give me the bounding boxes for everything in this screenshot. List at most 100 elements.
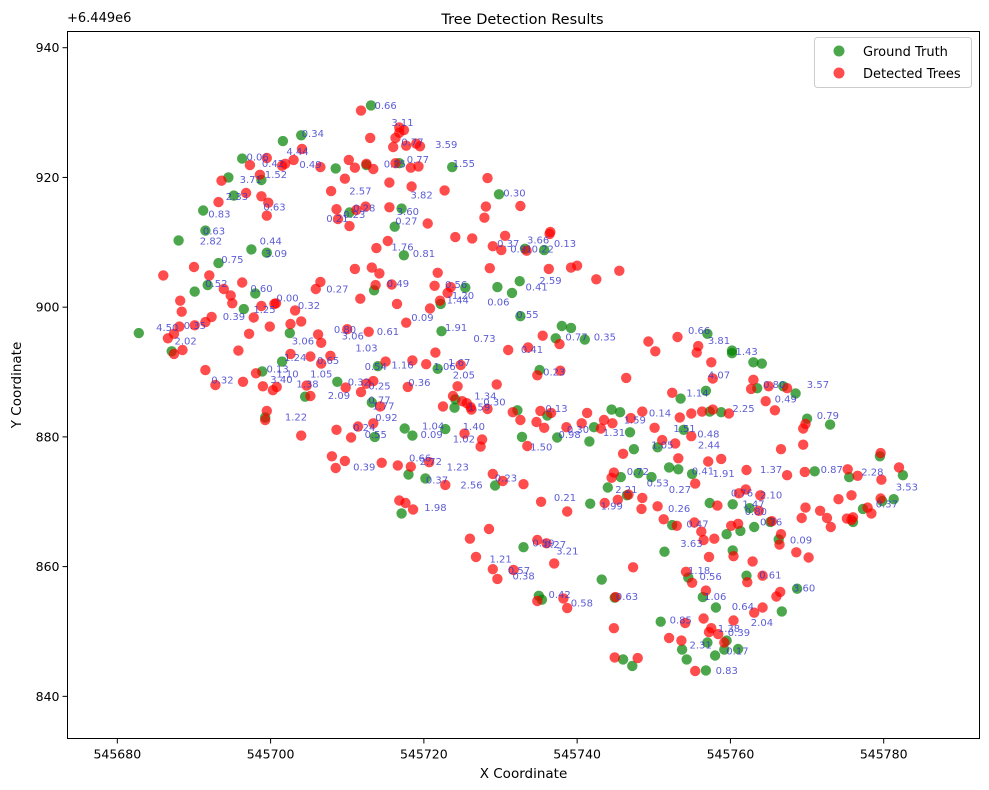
- ground-truth-point: [492, 281, 503, 293]
- ground-truth-point: [202, 279, 213, 291]
- ground-truth-point: [727, 499, 738, 510]
- ground-truth-point: [200, 225, 211, 236]
- detected-trees-point: [696, 406, 708, 417]
- ground-truth-point: [633, 468, 644, 479]
- detected-trees-point: [518, 479, 529, 490]
- detected-trees-point: [450, 231, 461, 243]
- distance-label: 0.66: [409, 453, 431, 464]
- distance-label: 3.82: [411, 191, 433, 202]
- detected-trees-point: [361, 378, 372, 389]
- detected-trees-point: [595, 423, 607, 434]
- ground-truth-point: [710, 602, 722, 613]
- distance-label: 1.59: [624, 416, 646, 427]
- distance-label: 0.80: [763, 380, 785, 391]
- ground-truth-point: [646, 471, 657, 483]
- distance-label: 0.75: [221, 255, 243, 266]
- distance-label: 0.30: [483, 398, 505, 409]
- detected-trees-point: [351, 204, 362, 216]
- detected-trees-point: [233, 345, 244, 356]
- detected-trees-point: [487, 564, 498, 575]
- distance-label: 0.63: [616, 592, 638, 603]
- detected-trees-point: [571, 260, 583, 271]
- detected-trees-point: [492, 573, 503, 585]
- detected-trees-point: [698, 534, 709, 546]
- distance-label: 0.41: [692, 466, 714, 477]
- detected-trees-point: [342, 324, 353, 335]
- distance-label: 0.39: [728, 628, 750, 639]
- distance-label: 1.52: [265, 170, 287, 181]
- detected-trees-point: [288, 154, 299, 166]
- detected-trees-point: [240, 187, 252, 199]
- ground-truth-point: [732, 643, 744, 655]
- detected-trees-point: [374, 268, 385, 279]
- detected-trees-point: [368, 163, 379, 175]
- distance-label: 1.91: [713, 469, 735, 480]
- detected-trees-point: [380, 356, 391, 367]
- detected-trees-point: [487, 468, 498, 480]
- detected-trees-point: [176, 306, 187, 317]
- detected-trees-point: [386, 279, 397, 290]
- distance-label: 1.24: [284, 353, 306, 364]
- detected-trees-point: [349, 263, 361, 275]
- detected-trees-point: [652, 501, 663, 512]
- ground-truth-point: [284, 327, 295, 339]
- detected-trees-point: [862, 502, 873, 513]
- detected-trees-point: [757, 570, 768, 581]
- ground-truth-point: [506, 287, 518, 299]
- detected-trees-point: [760, 396, 771, 407]
- distance-label: 0.57: [508, 566, 530, 577]
- legend-marker-detected-trees: [833, 67, 845, 79]
- distance-label: 0.37: [876, 499, 898, 510]
- detected-trees-point: [875, 447, 886, 459]
- detected-trees-point: [703, 456, 714, 467]
- ground-truth-point: [237, 153, 248, 164]
- distance-label: 0.21: [326, 214, 348, 225]
- distance-label: 0.65: [317, 356, 339, 367]
- distance-label: 2.31: [690, 641, 712, 652]
- distance-label: 0.09: [790, 536, 812, 547]
- distance-label: 0.13: [267, 364, 289, 375]
- distance-label: 0.47: [686, 520, 708, 531]
- detected-trees-point: [561, 422, 572, 433]
- distance-label: 0.77: [368, 396, 390, 407]
- distance-label: 1.02: [453, 435, 475, 446]
- detected-trees-point: [726, 520, 737, 531]
- detected-trees-point: [405, 461, 416, 472]
- detected-trees-point: [339, 455, 351, 467]
- distance-label: 0.85: [670, 616, 692, 627]
- distance-label: 0.23: [543, 368, 565, 379]
- ground-truth-point: [332, 376, 343, 387]
- detected-trees-point: [532, 370, 543, 381]
- detected-trees-point: [637, 406, 648, 417]
- detected-trees-point: [315, 276, 326, 288]
- legend-box: [814, 37, 972, 88]
- detected-trees-point: [475, 441, 486, 452]
- detected-trees-point: [798, 439, 809, 450]
- ground-truth-point: [565, 322, 577, 334]
- x-tick-label: 545720: [400, 747, 448, 762]
- distance-label: 0.32: [211, 376, 233, 387]
- distance-label: 0.77: [401, 137, 423, 148]
- detected-trees-point: [775, 444, 787, 455]
- ground-truth-point: [403, 469, 414, 480]
- detected-trees-point: [158, 270, 169, 281]
- detected-trees-point: [875, 493, 886, 504]
- detected-trees-point: [591, 274, 602, 285]
- ground-truth-point: [627, 660, 638, 672]
- detected-trees-point: [261, 405, 272, 417]
- detected-trees-point: [285, 318, 296, 330]
- detected-trees-point: [371, 242, 382, 254]
- detected-trees-point: [316, 358, 327, 369]
- detected-trees-point: [376, 457, 387, 468]
- detected-trees-point: [847, 512, 859, 523]
- distance-label: 1.34: [474, 392, 496, 403]
- ground-truth-point: [396, 203, 407, 214]
- distance-label: 0.80: [334, 325, 356, 336]
- distance-label: 3.09: [265, 249, 287, 260]
- distance-label: 0.26: [668, 504, 690, 515]
- detected-trees-point: [429, 280, 440, 291]
- detected-trees-point: [742, 577, 753, 588]
- detected-trees-point: [608, 467, 620, 478]
- distance-label: 2.10: [760, 490, 782, 501]
- detected-trees-point: [204, 270, 215, 281]
